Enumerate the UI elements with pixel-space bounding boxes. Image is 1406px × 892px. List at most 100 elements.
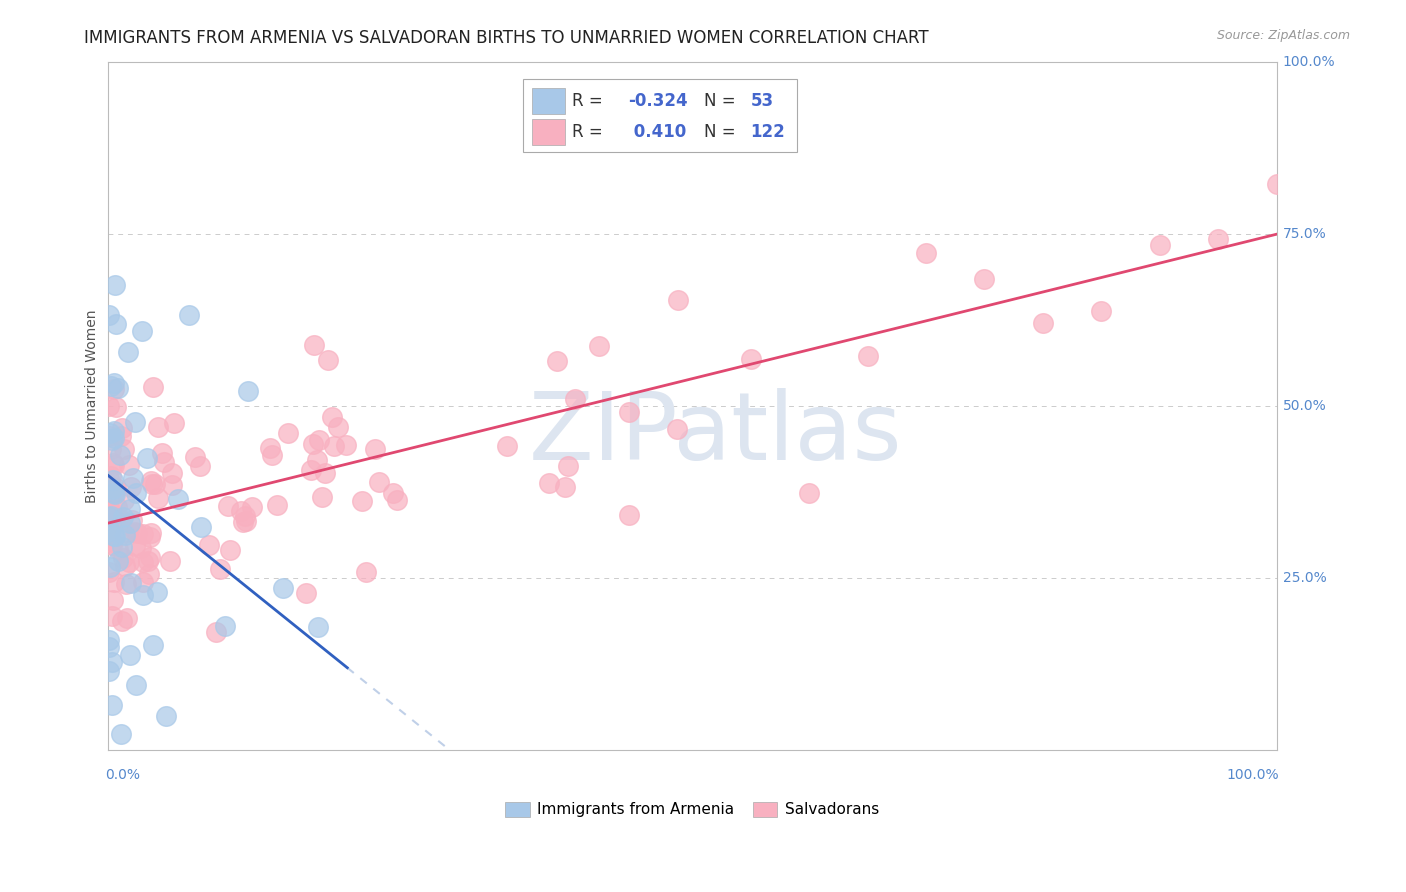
Point (299, 462, 322, 476)
Point (118, 555, 141, 569)
Point (97, 565, 120, 579)
Point (236, 384, 259, 398)
Point (138, 550, 160, 565)
Point (111, 551, 134, 566)
Point (797, 486, 820, 500)
Text: 100.0%: 100.0% (1282, 55, 1336, 70)
Point (208, 562, 231, 576)
Point (129, 541, 152, 555)
Point (107, 554, 129, 568)
Point (141, 474, 163, 488)
Point (103, 486, 125, 500)
Point (117, 345, 139, 359)
Text: 50.0%: 50.0% (1282, 400, 1326, 413)
Point (295, 586, 318, 600)
Point (104, 486, 127, 500)
Point (103, 425, 125, 439)
Point (97, 472, 120, 486)
Point (124, 485, 146, 500)
Point (135, 450, 157, 465)
Point (118, 516, 141, 530)
Point (103, 382, 125, 396)
Point (311, 490, 333, 504)
Legend: Immigrants from Armenia, Salvadorans: Immigrants from Armenia, Salvadorans (499, 796, 886, 823)
Text: N =: N = (704, 92, 741, 110)
Point (1265, 177, 1288, 191)
Text: 122: 122 (751, 122, 786, 141)
Point (260, 448, 283, 462)
Text: 53: 53 (751, 92, 773, 110)
Point (240, 500, 263, 515)
Point (617, 508, 640, 522)
Point (97, 524, 120, 539)
Point (97, 640, 120, 655)
Point (103, 376, 125, 390)
Point (356, 565, 378, 579)
Point (148, 491, 170, 505)
Point (302, 436, 325, 450)
Point (588, 339, 610, 353)
Point (111, 421, 134, 435)
Point (108, 448, 131, 462)
Point (1149, 238, 1171, 252)
Point (100, 538, 122, 552)
Point (495, 439, 517, 453)
Point (229, 504, 252, 518)
Point (103, 529, 125, 543)
Point (153, 455, 176, 469)
Point (105, 500, 128, 515)
Point (326, 419, 349, 434)
Point (114, 559, 136, 574)
Text: IMMIGRANTS FROM ARMENIA VS SALVADORAN BIRTHS TO UNMARRIED WOMEN CORRELATION CHAR: IMMIGRANTS FROM ARMENIA VS SALVADORAN BI… (84, 29, 929, 46)
Point (856, 350, 879, 364)
Text: 75.0%: 75.0% (1282, 227, 1326, 241)
Point (107, 541, 129, 556)
Point (314, 466, 336, 480)
Point (103, 473, 125, 487)
Point (103, 528, 125, 542)
Point (150, 446, 173, 460)
Y-axis label: Births to Unmarried Women: Births to Unmarried Women (86, 310, 100, 503)
Point (97, 491, 120, 506)
Point (104, 277, 127, 292)
Point (146, 585, 169, 599)
Text: Source: ZipAtlas.com: Source: ZipAtlas.com (1216, 29, 1350, 42)
Point (546, 353, 568, 368)
Text: ZIPatlas: ZIPatlas (529, 388, 903, 480)
Point (308, 433, 330, 447)
Point (124, 524, 146, 539)
Point (121, 513, 143, 527)
Bar (531, 119, 565, 145)
Point (219, 543, 242, 558)
Point (1032, 316, 1054, 330)
Point (110, 727, 132, 741)
Point (367, 475, 389, 489)
FancyBboxPatch shape (523, 79, 797, 152)
Point (132, 589, 155, 603)
Point (131, 574, 153, 589)
Point (100, 468, 122, 483)
Point (101, 508, 124, 523)
Point (100, 379, 122, 393)
Point (100, 520, 122, 534)
Point (114, 576, 136, 591)
Point (101, 534, 124, 549)
Point (101, 593, 124, 607)
Point (915, 246, 938, 260)
Point (110, 615, 132, 629)
Point (101, 433, 124, 447)
Point (143, 476, 166, 491)
Point (131, 324, 153, 338)
Point (97, 664, 120, 678)
Point (160, 466, 183, 480)
Point (98, 426, 121, 441)
Point (120, 648, 142, 662)
Point (617, 405, 640, 419)
Point (124, 415, 146, 429)
Point (142, 380, 165, 394)
Point (232, 515, 254, 529)
Point (385, 492, 408, 507)
Text: R =: R = (572, 122, 607, 141)
Point (97, 509, 120, 524)
Point (110, 513, 132, 527)
